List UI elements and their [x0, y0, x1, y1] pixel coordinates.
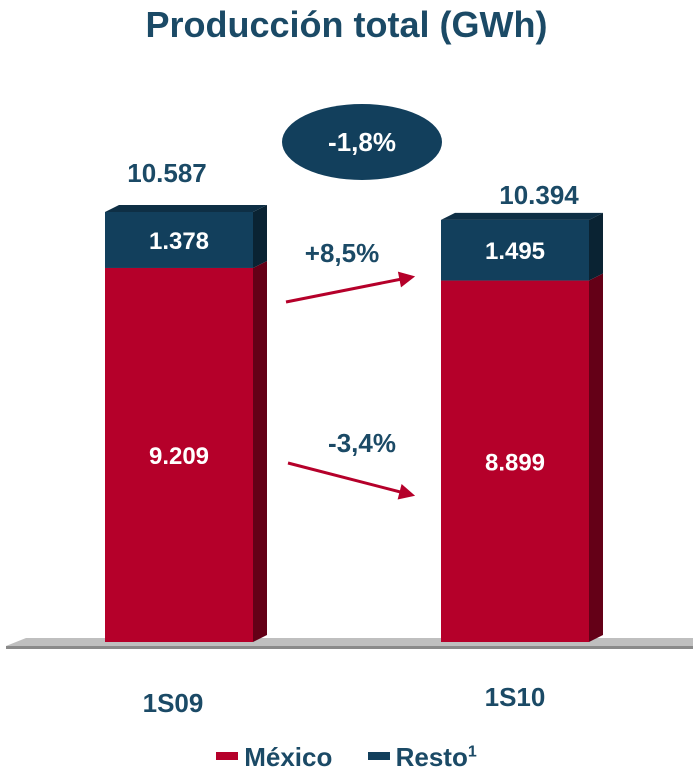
legend: México Resto1 — [0, 742, 693, 773]
bar-front — [105, 267, 253, 642]
resto-change-label: +8,5% — [305, 238, 379, 268]
arrow-resto — [285, 271, 416, 304]
data-label-resto-1s09: 1.378 — [149, 228, 209, 255]
legend-item-resto: Resto1 — [367, 742, 477, 773]
x-tick-1s09: 1S09 — [143, 688, 204, 718]
legend-swatch-resto — [367, 752, 390, 761]
bar-top — [441, 212, 603, 220]
data-label-mexico-1s09: 9.209 — [149, 443, 209, 470]
bar-resto-1s10 — [441, 212, 603, 281]
x-tick-1s10: 1S10 — [485, 682, 546, 712]
legend-label-mexico: México — [244, 742, 333, 772]
legend-footnote-marker: 1 — [467, 743, 477, 761]
bar-side — [253, 260, 267, 642]
chart-title: Producción total (GWh) — [145, 4, 548, 45]
bar-front — [441, 219, 589, 281]
bar-front — [441, 280, 589, 642]
floor-edge — [6, 646, 693, 649]
legend-swatch-mexico — [216, 752, 239, 761]
legend-label-resto: Resto — [395, 742, 468, 772]
change-ellipse — [282, 104, 442, 180]
bar-mexico-1s09 — [105, 260, 267, 642]
bar-front — [105, 212, 253, 268]
bar-side — [253, 205, 267, 268]
bar-top — [105, 205, 267, 212]
total-label-1s09: 10.587 — [127, 158, 207, 188]
total-change-label: -1,8% — [328, 127, 396, 157]
legend-item-mexico: México — [216, 742, 332, 773]
mexico-change-label: -3,4% — [328, 428, 396, 458]
bar-side — [589, 273, 603, 642]
arrow-mexico — [287, 461, 416, 500]
bar-side — [589, 212, 603, 281]
data-label-mexico-1s10: 8.899 — [485, 449, 545, 476]
total-label-1s10: 10.394 — [499, 180, 579, 210]
bar-mexico-1s10 — [441, 273, 603, 642]
data-label-resto-1s10: 1.495 — [485, 238, 545, 265]
bar-resto-1s09 — [105, 205, 267, 268]
